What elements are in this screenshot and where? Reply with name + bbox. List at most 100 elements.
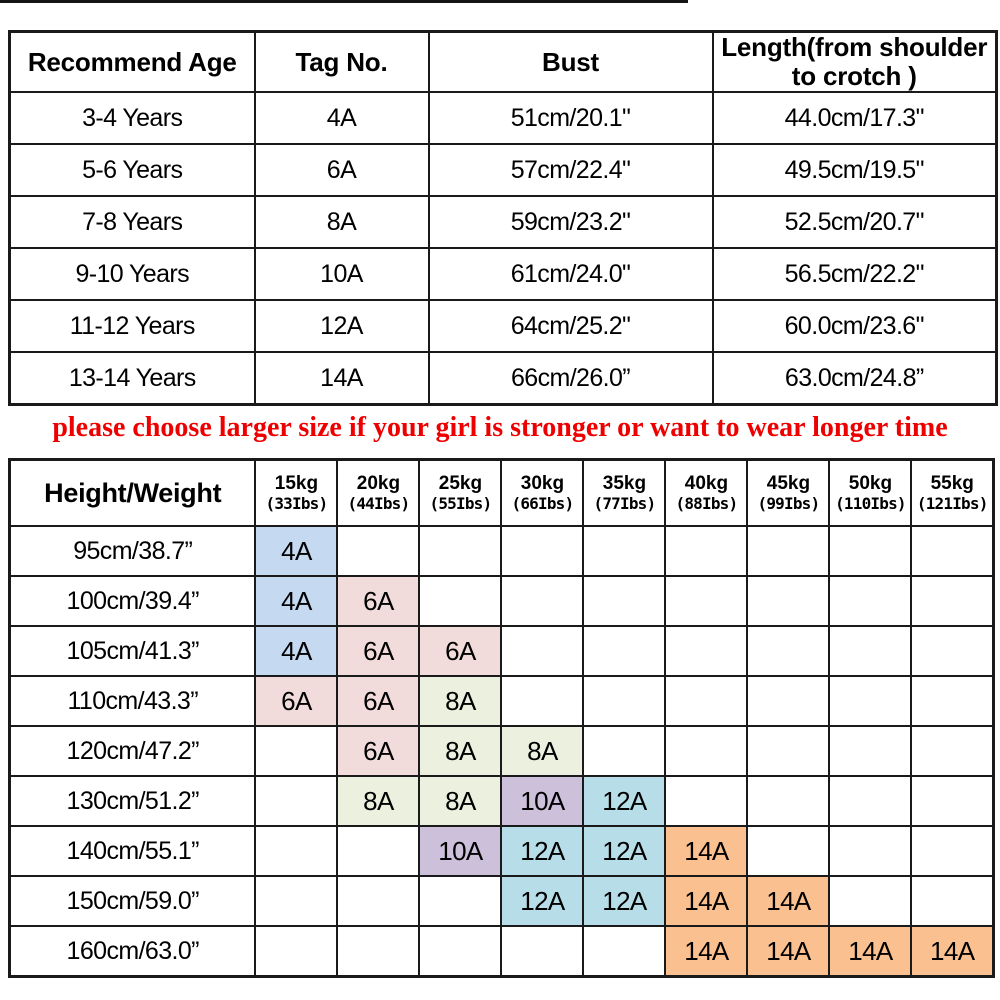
tag-size-cell: 14A — [664, 825, 749, 877]
tag-size-cell: 14A — [828, 925, 913, 978]
empty-cell — [746, 775, 831, 827]
size-table-cell: 56.5cm/22.2" — [711, 247, 998, 302]
empty-cell — [828, 575, 913, 627]
empty-cell — [418, 575, 503, 627]
size-table-cell: 64cm/25.2" — [427, 299, 714, 354]
empty-cell — [500, 925, 585, 978]
empty-cell — [336, 525, 421, 577]
size-advice-note: please choose larger size if your girl i… — [52, 412, 948, 443]
height-label: 100cm/39.4” — [8, 575, 257, 627]
tag-size-cell: 8A — [418, 775, 503, 827]
empty-cell — [910, 575, 995, 627]
height-weight-header-row: Height/Weight 15kg (33Ibs) 20kg (44Ibs) 25kg(… — [8, 458, 995, 527]
empty-cell — [746, 725, 831, 777]
empty-cell — [910, 625, 995, 677]
empty-cell — [828, 875, 913, 927]
empty-cell — [828, 725, 913, 777]
height-label: 110cm/43.3” — [8, 675, 257, 727]
tag-size-cell: 8A — [500, 725, 585, 777]
weight-lbs-label: (77Ibs) — [593, 493, 657, 513]
empty-cell — [336, 825, 421, 877]
size-table-row: 11-12 Years 12A 64cm/25.2" 60.0cm/23.6" — [8, 299, 998, 354]
weight-kg-label: 30kg — [520, 472, 565, 494]
size-table-cell: 9-10 Years — [8, 247, 256, 302]
size-table-cell: 6A — [253, 143, 430, 198]
tag-size-cell: 14A — [664, 875, 749, 927]
tag-size-cell: 4A — [254, 625, 339, 677]
top-crop-artifact-line — [0, 0, 688, 3]
size-table-row: 9-10 Years 10A 61cm/24.0" 56.5cm/22.2" — [8, 247, 998, 302]
weight-kg-label: 45kg — [766, 472, 811, 494]
size-table-cell: 5-6 Years — [8, 143, 256, 198]
empty-cell — [910, 525, 995, 577]
tag-size-cell: 14A — [910, 925, 995, 978]
weight-kg-label: 15kg — [274, 472, 319, 494]
size-table-cell: 63.0cm/24.8” — [711, 351, 998, 406]
size-table-cell: 59cm/23.2" — [427, 195, 714, 250]
empty-cell — [418, 875, 503, 927]
size-table-row: 13-14 Years 14A 66cm/26.0” 63.0cm/24.8” — [8, 351, 998, 406]
size-table-row: 7-8 Years 8A 59cm/23.2" 52.5cm/20.7" — [8, 195, 998, 250]
empty-cell — [828, 825, 913, 877]
empty-cell — [418, 525, 503, 577]
height-weight-table: Height/Weight 15kg (33Ibs) 20kg (44Ibs) 25kg(… — [8, 458, 995, 978]
empty-cell — [582, 575, 667, 627]
empty-cell — [910, 825, 995, 877]
empty-cell — [500, 575, 585, 627]
height-label: 95cm/38.7” — [8, 525, 257, 577]
empty-cell — [254, 775, 339, 827]
height-weight-row: 140cm/55.1” 10A 12A 12A 14A — [8, 825, 995, 877]
size-table-header: Bust — [427, 30, 714, 94]
size-table-header-row: Recommend Age Tag No. Bust Length(from shou… — [8, 30, 998, 94]
height-weight-row: 110cm/43.3” 6A 6A 8A — [8, 675, 995, 727]
height-weight-row: 160cm/63.0” 14A 14A 14A 14A — [8, 925, 995, 978]
empty-cell — [254, 875, 339, 927]
empty-cell — [500, 625, 585, 677]
height-label: 130cm/51.2” — [8, 775, 257, 827]
empty-cell — [336, 925, 421, 978]
size-table-cell: 3-4 Years — [8, 91, 256, 146]
empty-cell — [582, 675, 667, 727]
size-table-cell: 13-14 Years — [8, 351, 256, 406]
tag-size-cell: 8A — [418, 675, 503, 727]
height-label: 150cm/59.0” — [8, 875, 257, 927]
height-weight-row: 95cm/38.7” 4A — [8, 525, 995, 577]
tag-size-cell: 4A — [254, 525, 339, 577]
empty-cell — [746, 625, 831, 677]
empty-cell — [910, 875, 995, 927]
weight-lbs-label: (44Ibs) — [347, 493, 411, 513]
empty-cell — [910, 725, 995, 777]
weight-column-header: 45kg (99Ibs) — [746, 458, 831, 527]
empty-cell — [664, 675, 749, 727]
empty-cell — [746, 575, 831, 627]
weight-kg-label: 50kg — [848, 472, 893, 494]
tag-size-cell: 12A — [582, 825, 667, 877]
weight-lbs-label: (99Ibs) — [757, 493, 821, 513]
empty-cell — [828, 525, 913, 577]
weight-kg-label: 25kg — [438, 472, 483, 494]
height-weight-corner-header: Height/Weight — [8, 458, 257, 527]
tag-size-cell: 14A — [746, 875, 831, 927]
tag-size-cell: 12A — [500, 875, 585, 927]
height-weight-row: 100cm/39.4” 4A 6A — [8, 575, 995, 627]
size-table-cell: 8A — [253, 195, 430, 250]
weight-kg-label: 55kg — [930, 472, 974, 494]
empty-cell — [500, 675, 585, 727]
weight-lbs-label: (110Ibs) — [835, 493, 906, 513]
size-table-cell: 4A — [253, 91, 430, 146]
tag-size-cell: 12A — [582, 775, 667, 827]
height-weight-row: 150cm/59.0” 12A 12A 14A 14A — [8, 875, 995, 927]
weight-lbs-label: (55Ibs) — [429, 493, 493, 513]
size-table-row: 3-4 Years 4A 51cm/20.1" 44.0cm/17.3" — [8, 91, 998, 146]
empty-cell — [746, 825, 831, 877]
empty-cell — [254, 725, 339, 777]
size-table-cell: 51cm/20.1" — [427, 91, 714, 146]
empty-cell — [664, 625, 749, 677]
weight-lbs-label: (88Ibs) — [675, 493, 739, 513]
tag-size-cell: 10A — [500, 775, 585, 827]
size-table-cell: 44.0cm/17.3" — [711, 91, 998, 146]
empty-cell — [254, 825, 339, 877]
empty-cell — [664, 775, 749, 827]
size-table-header: Tag No. — [253, 30, 430, 94]
size-table-cell: 60.0cm/23.6" — [711, 299, 998, 354]
